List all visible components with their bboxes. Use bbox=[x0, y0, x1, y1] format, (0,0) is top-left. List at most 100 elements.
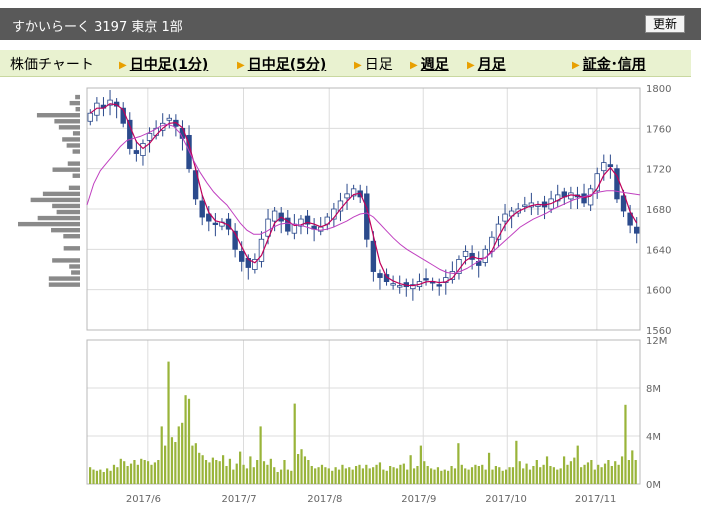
candle-body bbox=[522, 204, 528, 207]
volume-profile-bar bbox=[36, 113, 80, 118]
price-panel-frame bbox=[86, 87, 641, 331]
volume-bar bbox=[552, 467, 555, 484]
candle-body bbox=[601, 162, 607, 172]
candle-body bbox=[423, 278, 429, 281]
volume-bar bbox=[545, 456, 549, 484]
arrow-right-icon: ▶ bbox=[572, 60, 580, 71]
volume-bar bbox=[491, 469, 494, 484]
volume-bar bbox=[354, 466, 358, 484]
volume-bar bbox=[464, 468, 467, 484]
volume-bar bbox=[556, 469, 559, 484]
volume-bar bbox=[218, 461, 221, 484]
refresh-button[interactable]: 更新 bbox=[645, 15, 685, 33]
volume-bar bbox=[542, 464, 545, 484]
volume-bar bbox=[426, 466, 429, 484]
volume-bar bbox=[327, 468, 330, 484]
volume-profile-bar bbox=[56, 209, 80, 215]
volume-bar bbox=[522, 468, 525, 484]
volume-bar bbox=[106, 468, 109, 484]
volume-bar bbox=[286, 469, 289, 484]
volume-bar bbox=[566, 464, 569, 484]
volume-bar bbox=[109, 470, 112, 484]
volume-bar bbox=[443, 469, 446, 484]
chart-grid bbox=[87, 88, 640, 484]
candle-body bbox=[239, 250, 245, 262]
nav-intraday-1min[interactable]: ▶ 日中足(1分) bbox=[119, 57, 209, 73]
candle-body bbox=[212, 222, 219, 226]
nav-intraday-5min[interactable]: ▶ 日中足(5分) bbox=[237, 57, 327, 73]
candle-body bbox=[304, 215, 311, 225]
volume-bar bbox=[559, 468, 562, 484]
volume-bar bbox=[501, 470, 504, 484]
candle-body bbox=[634, 226, 640, 234]
candle-body bbox=[265, 218, 271, 237]
date-tick-label: 2017/6 bbox=[126, 494, 161, 505]
volume-bar bbox=[378, 462, 382, 484]
volume-profile-bar bbox=[69, 264, 80, 269]
moving-averages bbox=[86, 103, 641, 287]
volume-bar bbox=[262, 461, 266, 484]
volume-bar bbox=[535, 460, 538, 484]
volume-bar bbox=[150, 464, 153, 484]
volume-profile bbox=[18, 94, 80, 287]
volume-bar bbox=[126, 466, 129, 484]
volume-tick-label: 0M bbox=[646, 480, 661, 491]
candlesticks bbox=[87, 90, 640, 301]
volume-profile-bar bbox=[68, 185, 80, 191]
candle-body bbox=[502, 213, 508, 222]
volume-bar bbox=[314, 468, 317, 484]
volume-bar bbox=[290, 470, 293, 484]
volume-bar bbox=[276, 472, 279, 484]
nav-monthly[interactable]: ▶ 月足 bbox=[467, 57, 506, 73]
volume-bar bbox=[269, 458, 272, 484]
nav-daily: ▶ 日足 bbox=[354, 57, 393, 73]
volume-bar bbox=[351, 469, 354, 484]
volume-tick-label: 4M bbox=[646, 432, 661, 443]
volume-bar bbox=[194, 443, 197, 484]
volume-bar bbox=[279, 469, 283, 484]
volume-bar bbox=[119, 458, 122, 484]
volume-bar bbox=[600, 467, 603, 484]
candle-body bbox=[271, 210, 278, 222]
volume-tick-label: 8M bbox=[646, 384, 661, 395]
volume-bar bbox=[590, 460, 593, 484]
volume-bar bbox=[573, 457, 576, 484]
volume-bar bbox=[116, 467, 119, 484]
volume-bar bbox=[382, 469, 385, 484]
volume-bar bbox=[334, 467, 337, 484]
volume-bar bbox=[631, 450, 634, 484]
volume-profile-bar bbox=[58, 125, 80, 130]
volume-bar bbox=[133, 460, 136, 484]
volume-profile-bar bbox=[37, 215, 80, 221]
candle-body bbox=[206, 213, 212, 222]
nav-weekly[interactable]: ▶ 週足 bbox=[410, 57, 449, 73]
candle-body bbox=[344, 193, 350, 199]
volume-bar bbox=[603, 463, 607, 484]
volume-bar bbox=[402, 463, 405, 484]
volume-bar bbox=[208, 462, 211, 484]
volume-bar bbox=[300, 449, 303, 484]
volume-bar bbox=[361, 468, 365, 484]
volume-profile-bar bbox=[66, 143, 80, 148]
price-tick-label: 1640 bbox=[646, 245, 671, 256]
volume-bar bbox=[409, 455, 412, 484]
candle-body bbox=[133, 150, 140, 154]
nav-margin-credit[interactable]: ▶ 証金･信用 bbox=[572, 57, 646, 73]
volume-bar bbox=[221, 455, 225, 484]
volume-bar bbox=[215, 460, 218, 484]
volume-profile-bar bbox=[18, 221, 80, 227]
title-bar: すかいらーく 3197 東京 1部 更新 bbox=[0, 8, 701, 40]
volume-profile-bar bbox=[67, 161, 80, 166]
candle-body bbox=[298, 218, 304, 227]
arrow-right-icon: ▶ bbox=[237, 60, 245, 71]
volume-bar bbox=[620, 456, 624, 484]
volume-bar bbox=[511, 467, 515, 484]
candle-body bbox=[397, 285, 403, 288]
volume-profile-bar bbox=[51, 227, 80, 233]
volume-bar bbox=[593, 469, 596, 484]
volume-bar bbox=[164, 445, 167, 484]
volume-bar bbox=[170, 437, 174, 484]
date-tick-label: 2017/10 bbox=[485, 494, 527, 505]
volume-bar bbox=[539, 467, 542, 484]
